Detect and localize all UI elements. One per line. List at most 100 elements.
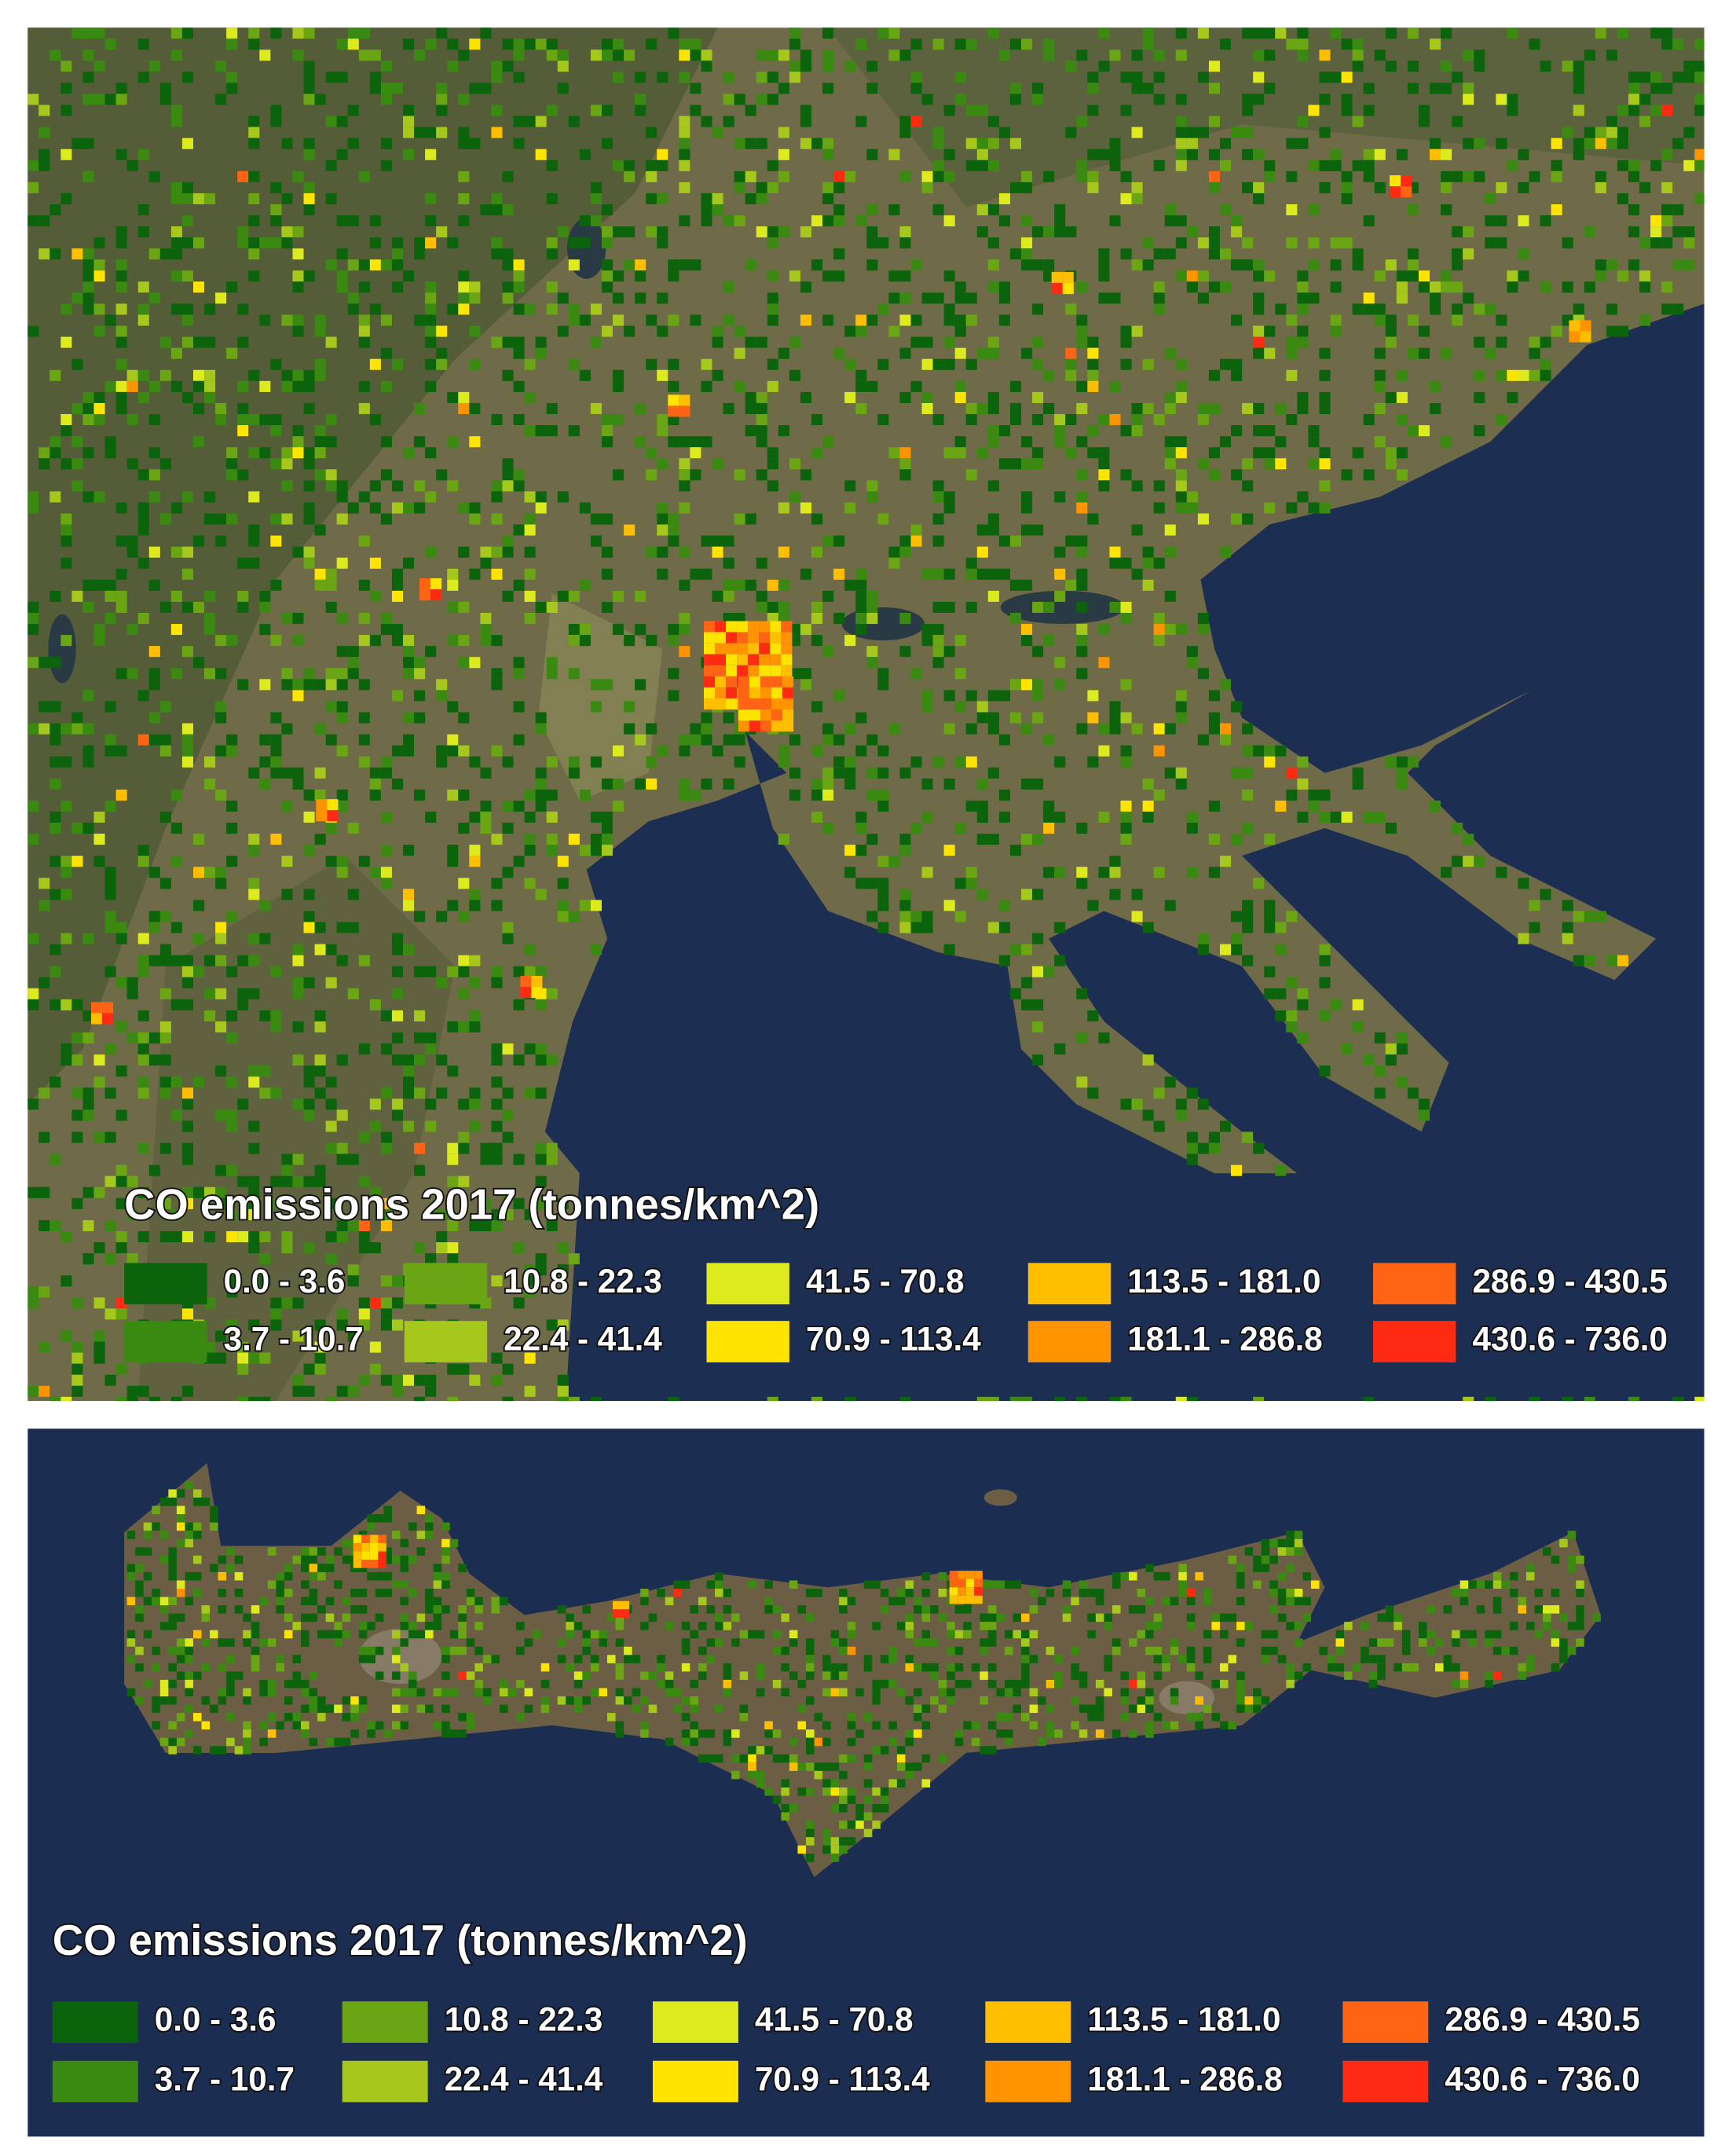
emission-cell [1341,182,1353,193]
emission-cell [380,82,392,94]
emission-cell [1043,50,1055,61]
emission-cell [469,657,481,669]
emission-cell [1551,170,1562,182]
emission-cell [1463,50,1474,61]
emission-cell [27,1297,39,1309]
emission-cell [1186,1588,1196,1597]
emission-cell [1145,1646,1154,1656]
emission-cell [49,1076,61,1088]
emission-cell [71,1374,83,1386]
emission-cell [1104,1688,1112,1697]
emission-cell [703,676,716,688]
emission-cell [192,237,205,249]
emission-cell [1231,767,1243,779]
emission-cell [822,1837,831,1846]
emission-cell [1540,281,1551,293]
emission-cell [679,116,690,127]
emission-cell [767,237,778,249]
emission-cell [159,1696,169,1705]
emission-cell [756,226,767,238]
emission-cell [998,690,1010,702]
emission-cell [715,654,727,666]
emission-cell [535,712,547,724]
emission-cell [1104,1622,1112,1630]
emission-cell [822,823,834,834]
emission-cell [292,1054,304,1066]
emission-cell [350,1605,359,1614]
emission-cell [93,1297,105,1309]
emission-cell [748,1746,756,1754]
emission-cell [1352,248,1364,260]
emission-cell [226,823,238,834]
emission-cell [1264,922,1276,933]
emission-cell [739,1671,749,1680]
emission-cell [1197,1142,1209,1154]
emission-cell [237,1098,249,1110]
emission-cell [921,182,933,193]
emission-cell [524,878,536,889]
emission-cell [1559,1655,1568,1663]
emission-cell [391,579,404,591]
emission-cell [524,513,536,525]
emission-cell [361,1534,370,1544]
emission-cell [976,148,988,160]
emission-cell [159,811,171,823]
emission-cell [436,977,448,988]
emission-cell [403,104,415,116]
emission-cell [1468,1580,1477,1589]
emission-cell [1153,1713,1163,1722]
emission-cell [292,635,304,647]
emission-cell [49,723,61,735]
emission-cell [844,170,856,182]
emission-cell [1032,226,1044,238]
emission-cell [502,369,514,381]
emission-cell [369,1543,379,1552]
emission-cell [1573,138,1584,149]
emission-cell [1551,160,1562,171]
emission-cell [899,126,911,138]
emission-cell [723,1671,732,1680]
emission-cell [1253,303,1265,315]
emission-cell [38,1131,50,1143]
emission-cell [822,1671,831,1680]
emission-cell [218,1663,227,1672]
emission-cell [601,546,613,558]
emission-cell [1197,28,1209,39]
emission-cell [480,811,492,823]
emission-cell [1197,270,1209,282]
emission-cell [192,380,205,392]
emission-cell [170,192,182,204]
emission-cell [899,612,911,625]
emission-cell [115,977,127,988]
emission-cell [259,1087,271,1099]
emission-cell [325,944,337,955]
emission-cell [325,579,337,591]
emission-cell [1120,1696,1130,1705]
emission-cell [1352,116,1364,127]
emission-cell [181,1153,193,1165]
emission-cell [855,878,867,889]
emission-cell [1253,336,1265,348]
emission-cell [135,1547,144,1556]
emission-cell [1242,28,1254,39]
emission-cell [1286,1564,1295,1572]
emission-cell [866,734,878,746]
emission-cell [601,834,613,845]
emission-cell [491,480,503,492]
emission-cell [513,800,525,812]
emission-cell [679,646,690,658]
emission-cell [987,1679,997,1688]
emission-cell [403,1076,415,1088]
emission-cell [102,1013,114,1025]
emission-cell [943,723,955,735]
emission-cell [137,1032,149,1044]
emission-cell [1054,1396,1066,1402]
emission-cell [1197,402,1209,415]
emission-cell [954,314,966,326]
emission-cell [259,1638,268,1647]
emission-cell [447,303,459,315]
emission-cell [380,1142,392,1154]
emission-cell [325,679,337,691]
emission-cell [416,1630,426,1639]
emission-cell [712,325,723,337]
